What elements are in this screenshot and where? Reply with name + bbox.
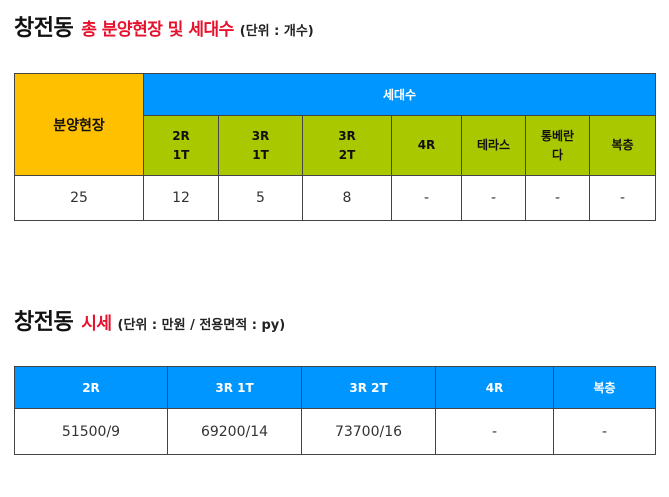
- type-2r1t-label: 2R 1T: [172, 128, 190, 162]
- price-header-4r: 4R: [435, 366, 554, 409]
- type-4r-label: 4R: [417, 138, 436, 153]
- table-cell: 8: [302, 175, 392, 221]
- section2-unit: (단위 : 만원 / 전용면적 : py): [117, 318, 286, 333]
- table-cell: 51500/9: [14, 408, 168, 455]
- type-header: 테라스: [461, 115, 526, 176]
- table-cell: 73700/16: [301, 408, 436, 455]
- table-cell: 69200/14: [167, 408, 302, 455]
- type-header: 복층: [589, 115, 656, 176]
- table-cell: -: [391, 175, 462, 221]
- type-3r1t-label: 3R 1T: [251, 128, 270, 162]
- price-header-2r: 2R: [14, 366, 168, 409]
- price-table: 2R 3R 1T 3R 2T 4R 복층 51500/9 69200/14 73…: [14, 366, 656, 455]
- table-cell: -: [461, 175, 526, 221]
- table-row: 51500/9 69200/14 73700/16 - -: [14, 408, 656, 455]
- section1-title: 창전동: [14, 16, 74, 41]
- table-cell: -: [525, 175, 590, 221]
- section2-subtitle: 시세: [81, 314, 112, 334]
- price-header-3r2t: 3R 2T: [301, 366, 436, 409]
- type-veranda-label: 통베란 다: [540, 128, 575, 162]
- type-3r2t-label: 3R 2T: [338, 128, 356, 162]
- section2-title: 창전동: [14, 310, 74, 335]
- type-duplex-label: 복층: [611, 138, 634, 153]
- table-cell: 12: [143, 175, 219, 221]
- table-cell: 5: [218, 175, 303, 221]
- type-terrace-label: 테라스: [476, 138, 511, 153]
- section1-subtitle: 총 분양현장 및 세대수: [81, 20, 234, 40]
- section2-heading: 창전동 시세 (단위 : 만원 / 전용면적 : py): [14, 304, 285, 336]
- supply-table: 분양현장 세대수 2R 1T 3R 1T 3R 2T 4R 테라스 통베란 다 …: [14, 72, 656, 221]
- site-header: 분양현장: [14, 73, 144, 176]
- section1-unit: (단위 : 개수): [239, 24, 314, 39]
- site-count-cell: 25: [14, 175, 144, 221]
- type-header: 통베란 다: [525, 115, 590, 176]
- type-header: 3R 1T: [218, 115, 303, 176]
- table-cell: -: [589, 175, 656, 221]
- type-header: 2R 1T: [143, 115, 219, 176]
- price-header-duplex: 복층: [553, 366, 656, 409]
- table-cell: -: [553, 408, 656, 455]
- unit-count-header: 세대수: [143, 72, 656, 117]
- type-header: 3R 2T: [302, 115, 392, 176]
- price-header-3r1t: 3R 1T: [167, 366, 302, 409]
- table-row: 25 12 5 8 - - - -: [14, 175, 656, 221]
- table-cell: -: [435, 408, 554, 455]
- section1-heading: 창전동 총 분양현장 및 세대수 (단위 : 개수): [14, 10, 314, 42]
- type-header: 4R: [391, 115, 462, 176]
